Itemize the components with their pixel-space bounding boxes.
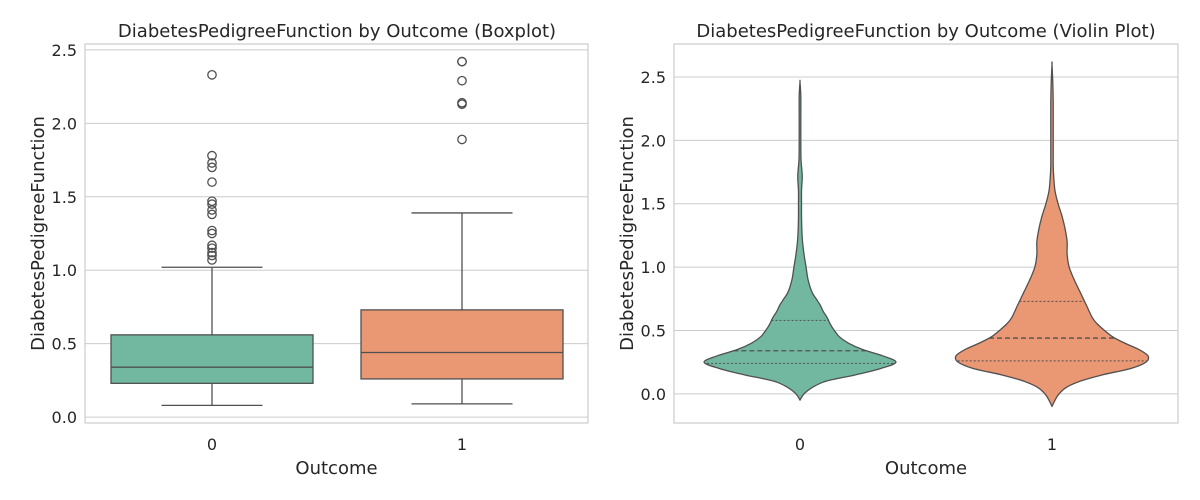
x-tick-label: 1 bbox=[1047, 435, 1057, 454]
plot-area-frame bbox=[84, 43, 589, 424]
outlier-point bbox=[207, 158, 217, 168]
y-gridlines bbox=[674, 76, 1178, 395]
violin-body bbox=[954, 61, 1150, 408]
plot-area-frame bbox=[673, 43, 1179, 424]
y-tick-label: 2.0 bbox=[52, 114, 77, 133]
outlier-point bbox=[457, 97, 467, 108]
outlier-point bbox=[207, 209, 217, 220]
outlier-point bbox=[207, 255, 217, 265]
x-axis-label: Outcome bbox=[295, 458, 377, 479]
outlier-point bbox=[207, 225, 217, 236]
x-tick-label: 0 bbox=[207, 435, 217, 454]
chart-title: DiabetesPedigreeFunction by Outcome (Vio… bbox=[696, 21, 1155, 42]
y-tick-labels: 0.0 0.5 1.0 1.5 2.0 2.5 bbox=[52, 41, 77, 427]
outlier-point bbox=[207, 199, 217, 209]
outlier-point bbox=[207, 228, 217, 239]
x-axis-label: Outcome bbox=[885, 458, 967, 479]
y-tick-labels: 0.0 0.5 1.0 1.5 2.0 2.5 bbox=[641, 68, 666, 404]
outlier-point bbox=[207, 150, 217, 161]
y-tick-label: 0.0 bbox=[641, 385, 666, 404]
y-tick-label: 2.5 bbox=[52, 41, 77, 60]
outlier-point bbox=[457, 134, 467, 145]
outlier-point bbox=[457, 56, 467, 67]
x-tick-label: 1 bbox=[457, 435, 467, 454]
y-tick-label: 1.0 bbox=[641, 258, 666, 277]
outlier-point bbox=[207, 69, 217, 80]
outlier-point bbox=[207, 240, 217, 251]
y-tick-label: 2.5 bbox=[641, 68, 666, 87]
outlier-point bbox=[207, 247, 217, 258]
y-tick-label: 2.0 bbox=[641, 131, 666, 150]
outlier-point bbox=[207, 243, 217, 254]
y-tick-label: 0.0 bbox=[52, 408, 77, 427]
violin-body bbox=[703, 79, 897, 401]
y-tick-label: 0.5 bbox=[52, 335, 77, 354]
chart-title: DiabetesPedigreeFunction by Outcome (Box… bbox=[118, 21, 556, 42]
outlier-point bbox=[207, 196, 217, 207]
y-tick-label: 1.0 bbox=[52, 261, 77, 280]
x-tick-label: 0 bbox=[795, 435, 805, 454]
y-axis-label: DiabetesPedigreeFunction bbox=[28, 116, 49, 351]
boxplot-marks bbox=[110, 56, 564, 407]
y-tick-label: 1.5 bbox=[641, 195, 666, 214]
outlier-point bbox=[207, 177, 217, 187]
outlier-point bbox=[207, 162, 217, 173]
y-tick-label: 0.5 bbox=[641, 321, 666, 340]
violin-marks bbox=[703, 61, 1150, 408]
outlier-point bbox=[207, 250, 217, 261]
y-tick-label: 1.5 bbox=[52, 188, 77, 207]
box-iqr bbox=[110, 334, 314, 384]
box-iqr bbox=[360, 309, 564, 380]
y-axis-label: DiabetesPedigreeFunction bbox=[617, 116, 638, 351]
outlier-point bbox=[457, 75, 467, 86]
